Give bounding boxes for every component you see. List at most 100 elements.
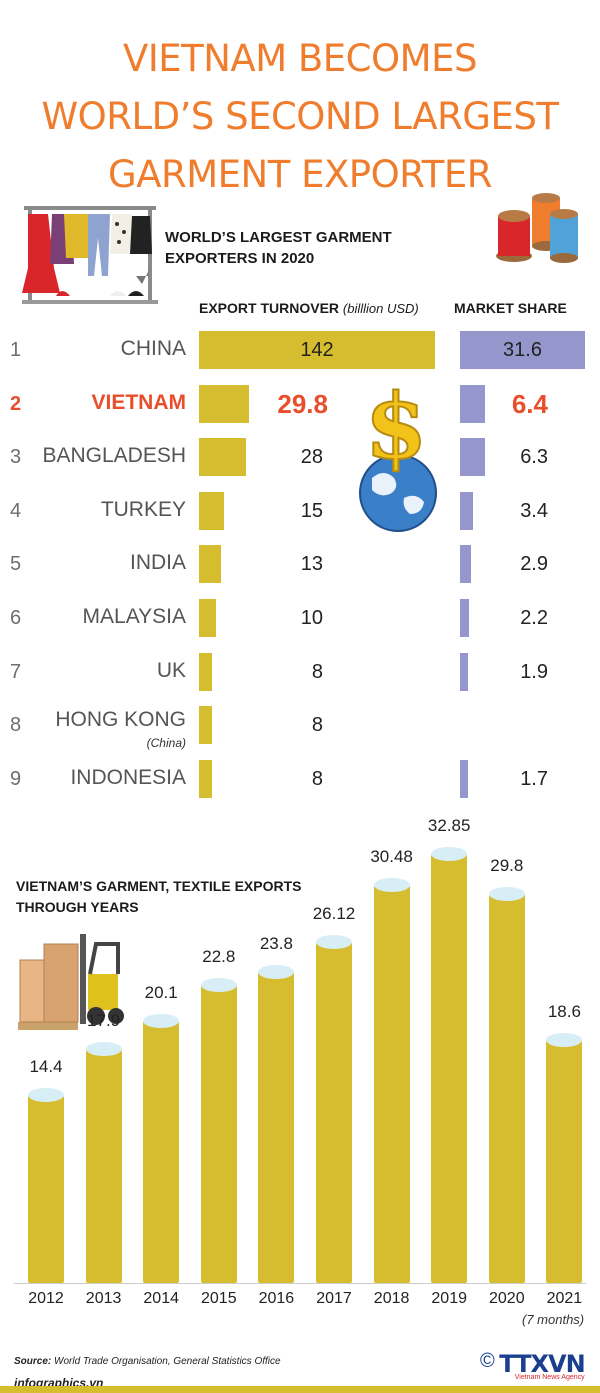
country-label: MALAYSIA [82,605,186,628]
section2-title: VIETNAM’S GARMENT, TEXTILE EXPORTS THROU… [16,878,302,915]
year-bar-cap [546,1033,583,1048]
year-value: 14.4 [29,1057,63,1077]
year-label: 2016 [258,1290,295,1307]
share-bar [460,545,472,584]
forklift-icon [18,934,124,1030]
turnover-value: 15 [300,499,323,522]
share-bar [460,491,474,530]
year-value: 18.6 [547,1002,581,1022]
year-bar-cap [488,887,525,902]
country-label: UK [156,658,186,682]
rank-number: 8 [10,714,22,737]
title-line-3: GARMENT EXPORTER [108,153,492,196]
year-value: 17.9 [87,1011,121,1031]
year-bar-cap [258,965,295,980]
share-bar [460,652,468,691]
turnover-bar [199,545,221,584]
turnover-value: 8 [311,767,323,790]
year-bar [28,1095,64,1283]
year-value: 30.48 [370,847,413,867]
share-bar [460,759,468,798]
country-label: CHINA [120,337,186,360]
turnover-value: 28 [300,446,323,469]
year-bar [200,985,237,1283]
share-value: 6.4 [511,388,548,419]
share-bar [460,384,486,423]
share-value: 6.3 [520,446,548,469]
page-title: VIETNAM BECOMES WORLD’S SECOND LARGEST G… [0,30,600,204]
year-bar-cap [373,878,410,893]
turnover-value: 8 [311,660,323,683]
share-value: 3.4 [520,499,548,522]
year-value: 26.12 [312,904,356,924]
turnover-header-label: EXPORT TURNOVER [199,300,340,316]
year-value: 22.8 [202,947,236,967]
rank-number: 4 [10,499,22,522]
country-label: INDONESIA [70,765,186,789]
year-value: 32.85 [427,816,471,836]
turnover-bar [199,384,249,423]
year-chart-baseline [14,1283,586,1284]
turnover-header: EXPORT TURNOVER (billlion USD) [199,300,419,316]
year-value: 29.8 [490,856,524,876]
year-bar-cap [200,978,237,993]
turnover-header-unit: (billlion USD) [342,301,419,316]
title-line-2: WORLD’S SECOND LARGEST [41,95,559,138]
ttxvn-logo: © TTXVN Vietnam News Agency [480,1350,586,1381]
share-header: MARKET SHARE [454,300,567,316]
footer-bar [0,1386,600,1393]
year-bar-cap [85,1042,122,1057]
country-label: BANGLADESH [42,444,186,468]
share-bar [460,438,485,477]
year-bar [143,1020,180,1283]
turnover-bar [199,438,246,477]
year-label: 2017 [316,1290,352,1307]
turnover-value: 10 [300,607,323,629]
year-bar [546,1040,583,1283]
turnover-bar [199,599,216,637]
turnover-bar [199,652,213,691]
rank-number: 9 [10,767,22,790]
source-text: World Trade Organisation, General Statis… [51,1356,281,1367]
year-bar [488,894,525,1283]
dollar-globe-icon: $ [359,378,437,532]
logo-text: TTXVN [499,1350,585,1378]
share-bar [460,331,585,369]
clothes-rack-icon [22,206,158,304]
year-bar [373,885,410,1283]
turnover-bar [199,759,213,798]
share-bar [460,599,469,637]
year-label: 2019 [431,1290,467,1307]
year-label: 2015 [201,1290,237,1307]
thread-spools-icon [496,193,578,263]
country-note: (China) [146,736,186,751]
year-value: 23.8 [259,934,293,954]
turnover-value: 8 [311,714,323,737]
note-2021: (7 months) [522,1312,585,1327]
rank-number: 7 [10,660,22,683]
rank-number: 1 [10,339,22,361]
year-bar-cap [28,1088,64,1103]
turnover-value: 13 [300,553,323,576]
svg-text:$: $ [365,378,428,480]
year-bar [431,854,468,1283]
section1-title: WORLD’S LARGEST GARMENT EXPORTERS IN 202… [165,229,392,267]
year-value: 20.1 [144,982,178,1002]
turnover-bar [199,331,435,369]
copyright-icon: © [480,1350,495,1372]
year-bar [85,1049,122,1283]
rank-number: 3 [10,446,22,469]
year-label: 2020 [489,1290,525,1307]
year-bar-cap [316,935,352,950]
country-label: INDIA [129,551,186,575]
turnover-value: 29.8 [277,388,328,419]
rank-number: 5 [10,553,22,576]
logo-subtext: Vietnam News Agency [514,1374,585,1381]
country-label: VIETNAM [91,390,187,414]
share-value: 31.6 [503,339,542,361]
rank-number: 2 [10,392,22,415]
turnover-value: 142 [300,339,334,361]
year-bar [316,942,352,1283]
share-value: 2.9 [520,553,548,576]
rank-number: 6 [10,607,22,629]
